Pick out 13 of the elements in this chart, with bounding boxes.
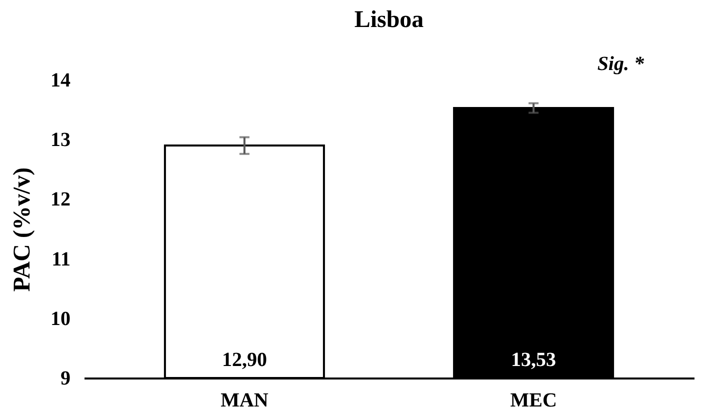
y-tick-label: 13 bbox=[50, 129, 70, 152]
y-axis-title: PAC (%v/v) bbox=[10, 167, 36, 292]
x-tick-label: MEC bbox=[510, 390, 557, 412]
y-tick-label: 11 bbox=[52, 248, 70, 270]
x-tick-label: MAN bbox=[220, 390, 269, 412]
y-tick-label: 14 bbox=[50, 70, 70, 92]
data-label: 12,90 bbox=[222, 349, 267, 371]
y-tick-label: 10 bbox=[50, 308, 70, 330]
text: Sig. * bbox=[597, 53, 645, 75]
chart-title: Lisboa bbox=[354, 7, 424, 33]
y-tick-label: 9 bbox=[60, 368, 70, 390]
y-tick-label: 12 bbox=[50, 188, 70, 211]
data-label: 13,53 bbox=[511, 349, 556, 371]
